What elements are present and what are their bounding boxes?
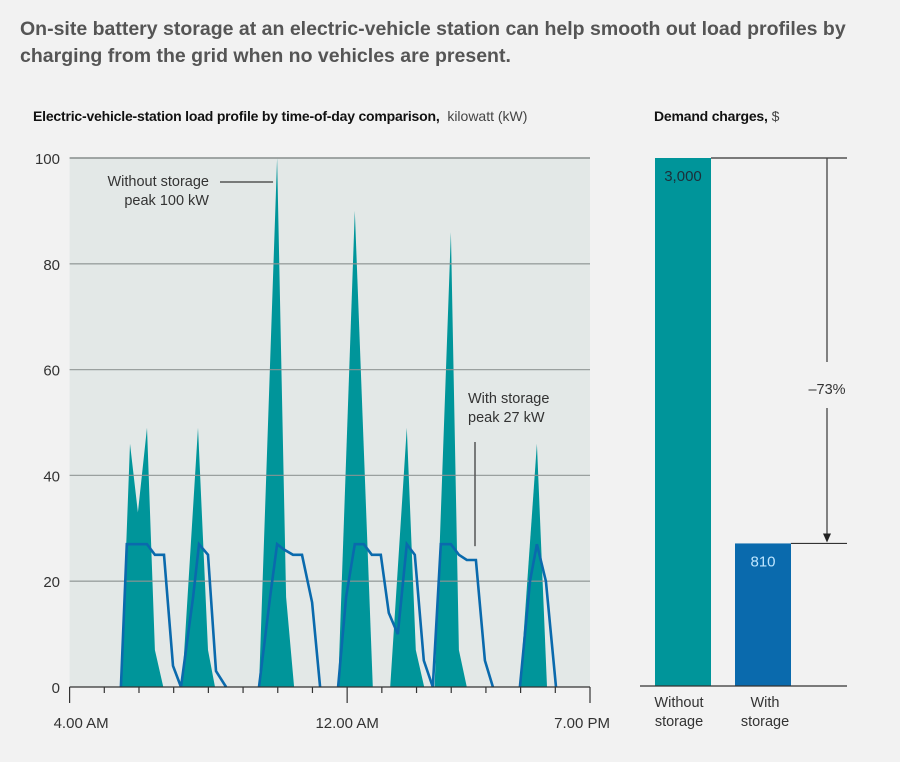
load-profile-title: Electric-vehicle-station load profile by… — [33, 108, 528, 124]
line-with-storage-6 — [518, 543, 558, 688]
y-tick-label-0: 0 — [52, 680, 60, 697]
y-tick-label-80: 80 — [43, 257, 60, 274]
y-tick-label-40: 40 — [43, 468, 60, 485]
headline-line-1: On-site battery storage at an electric-v… — [20, 18, 846, 40]
demand-charges-unit: $ — [771, 108, 780, 124]
y-tick-label-60: 60 — [43, 363, 60, 380]
x-tick-label: 7.00 PM — [554, 715, 610, 732]
bar-category-label: Without — [654, 695, 703, 711]
x-tick-label: 4.00 AM — [54, 715, 109, 732]
headline-line-2: charging from the grid when no vehicles … — [20, 45, 511, 67]
area-without-storage-6 — [434, 232, 467, 687]
y-tick-label-100: 100 — [35, 151, 60, 168]
bar-category-label: With — [751, 695, 780, 711]
bar-without-storage — [655, 158, 711, 686]
area-without-storage-3 — [259, 158, 295, 687]
load-profile-title-text: Electric-vehicle-station load profile by… — [33, 108, 436, 124]
y-tick-label-20: 20 — [43, 574, 60, 591]
load-profile-unit: kilowatt (kW) — [447, 108, 528, 124]
annotation-with-storage-line1: With storage — [468, 391, 549, 407]
line-with-storage-4 — [336, 540, 435, 688]
change-percent-label: –73% — [808, 382, 845, 398]
bar-value-label: 3,000 — [664, 168, 702, 185]
series-with-storage — [119, 540, 558, 688]
annotation-with-storage-line2: peak 27 kW — [468, 410, 545, 426]
line-with-storage-2 — [179, 541, 228, 688]
line-with-storage-5 — [431, 542, 495, 688]
line-with-storage-3 — [257, 541, 322, 688]
change-arrow-head-icon — [823, 533, 831, 543]
bar-value-label: 810 — [750, 553, 775, 570]
annotation-without-storage-line2: peak 100 kW — [124, 193, 209, 209]
headline: On-site battery storage at an electric-v… — [20, 16, 900, 70]
demand-charges-title: Demand charges, $ — [654, 108, 780, 124]
x-tick-label: 12.00 AM — [315, 715, 378, 732]
bar-category-label: storage — [741, 714, 789, 730]
area-without-storage-1 — [120, 427, 164, 687]
bar-category-label: storage — [655, 714, 703, 730]
plot-background — [69, 158, 591, 687]
area-without-storage-4 — [338, 210, 373, 687]
bar-with-storage — [735, 543, 791, 686]
demand-charges-title-text: Demand charges — [654, 108, 765, 124]
annotation-without-storage-line1: Without storage — [107, 174, 209, 190]
line-with-storage-1 — [119, 542, 183, 688]
